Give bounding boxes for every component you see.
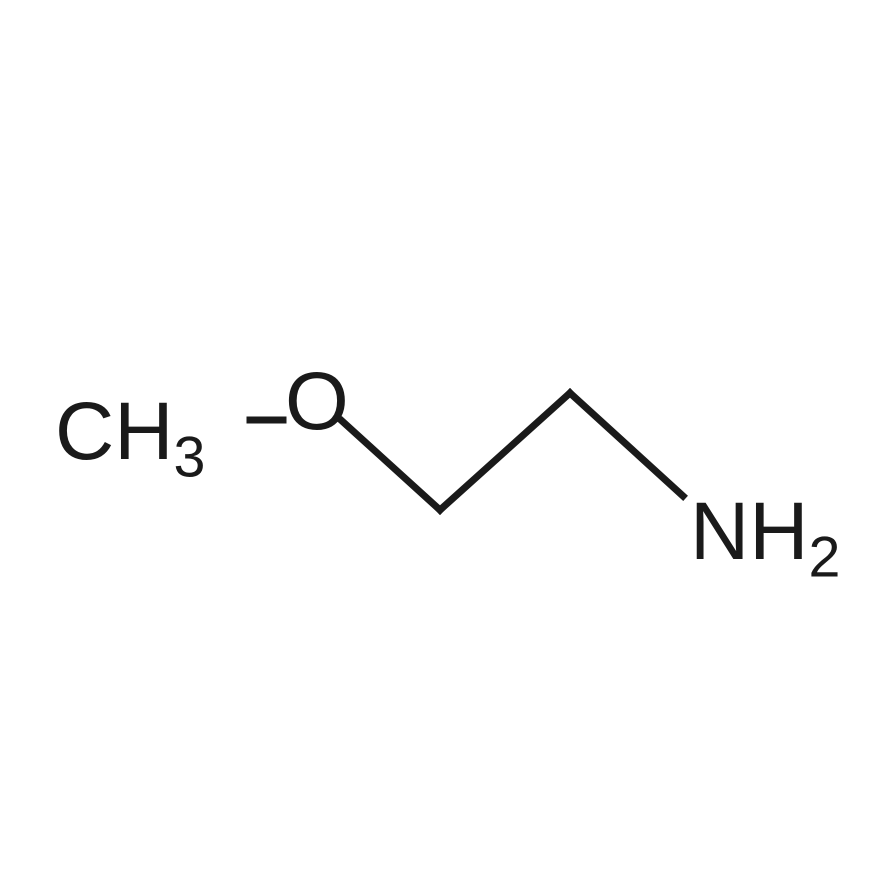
bond-line xyxy=(440,393,570,510)
atom-label-ch3: CH3 xyxy=(55,385,205,479)
atom-label-nh2: NH2 xyxy=(690,485,840,579)
bond-line xyxy=(342,421,440,510)
bond-line xyxy=(570,393,683,496)
atom-label-o: O xyxy=(285,355,349,449)
molecule-diagram: CH3 O NH2 xyxy=(0,0,890,890)
